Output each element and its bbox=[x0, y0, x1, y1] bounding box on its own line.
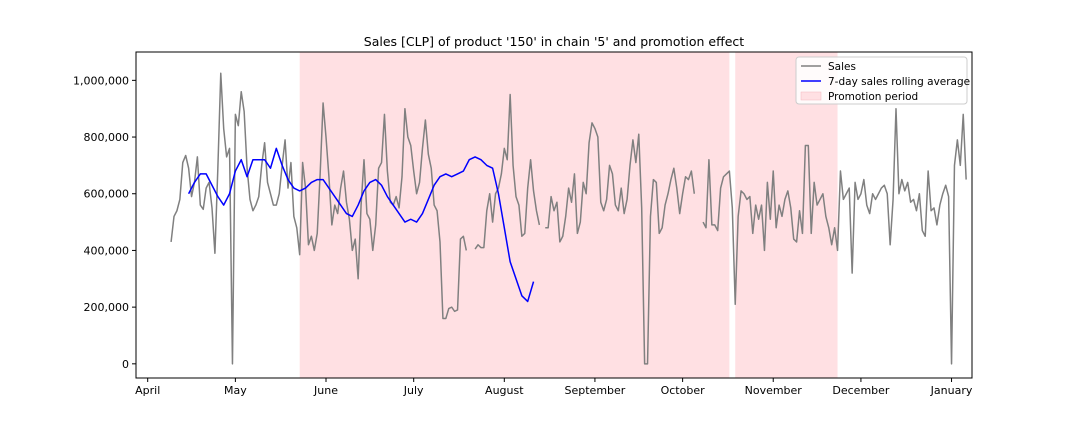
y-tick-label: 800,000 bbox=[84, 131, 130, 144]
x-axis: April May June July August September October No… bbox=[135, 378, 973, 397]
legend-sales-label: Sales bbox=[828, 61, 856, 73]
x-tick-label: May bbox=[224, 384, 247, 397]
y-tick-label: 600,000 bbox=[84, 188, 130, 201]
x-tick-label: September bbox=[565, 384, 626, 397]
legend-promotion-label: Promotion period bbox=[828, 91, 918, 103]
sales-line-segment-2 bbox=[474, 93, 541, 250]
x-tick-label: August bbox=[485, 384, 524, 397]
y-tick-label: 0 bbox=[122, 358, 129, 371]
promotion-band-1 bbox=[299, 52, 730, 378]
sales-line-segment-3 bbox=[545, 122, 696, 365]
plot-area-frame bbox=[135, 51, 973, 379]
legend-rolling-label: 7-day sales rolling average bbox=[828, 76, 970, 88]
x-tick-label: July bbox=[403, 384, 424, 397]
x-tick-label: January bbox=[930, 384, 973, 397]
legend-promotion-swatch bbox=[800, 91, 822, 101]
legend-box bbox=[795, 56, 968, 105]
chart-title: Sales [CLP] of product '150' in chain '5… bbox=[364, 34, 745, 49]
x-tick-label: June bbox=[313, 384, 338, 397]
x-tick-label: November bbox=[745, 384, 803, 397]
legend: Sales 7-day sales rolling average Promotio… bbox=[795, 56, 970, 105]
x-tick-label: October bbox=[661, 384, 705, 397]
rolling-line-segment-1 bbox=[187, 147, 535, 303]
promotion-band-2 bbox=[735, 52, 838, 378]
x-tick-label: December bbox=[832, 384, 890, 397]
x-tick-label: April bbox=[135, 384, 160, 397]
y-tick-label: 1,000,000 bbox=[73, 74, 129, 87]
promotion-bands bbox=[299, 52, 838, 378]
series-lines bbox=[170, 72, 967, 365]
y-tick-label: 400,000 bbox=[84, 244, 130, 257]
sales-line-segment-1 bbox=[170, 72, 468, 365]
y-axis: 0 200,000 400,000 600,000 800,000 1,000,000 bbox=[73, 74, 136, 371]
sales-line-segment-4 bbox=[702, 107, 967, 365]
y-tick-label: 200,000 bbox=[84, 301, 130, 314]
